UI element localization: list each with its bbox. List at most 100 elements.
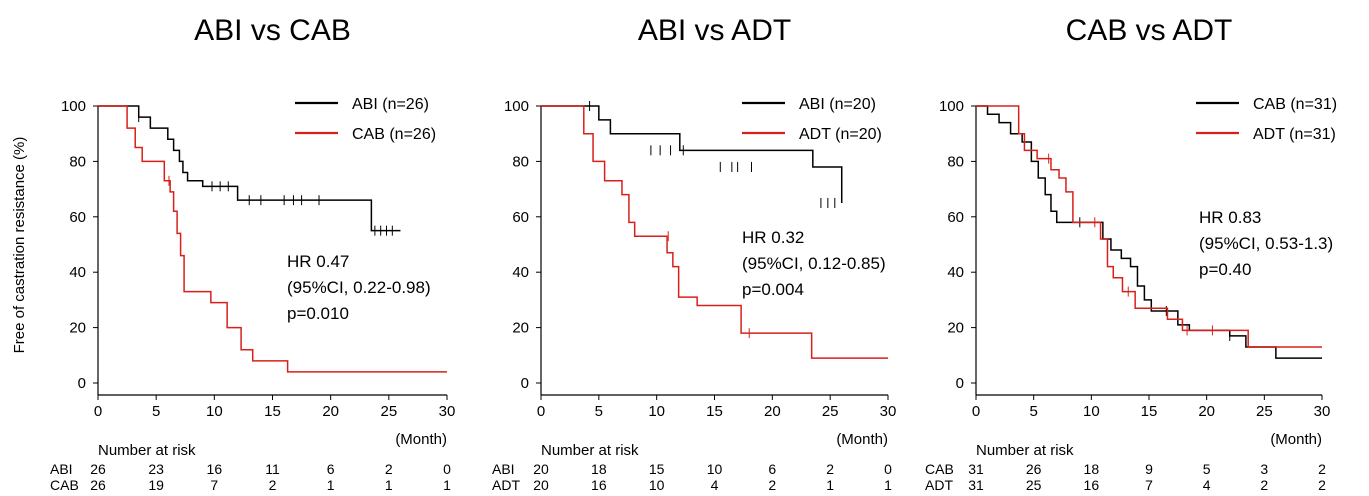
risk-count: 26 [1026,461,1042,477]
risk-count: 0 [884,461,892,477]
risk-count: 25 [1026,477,1042,493]
panel-title: ABI vs CAB [194,14,351,47]
y-tick-label: 100 [939,98,964,115]
x-tick-label: 20 [764,403,781,420]
risk-row-label: CAB [50,477,79,493]
risk-count: 6 [768,461,776,477]
hr-annotation: p=0.004 [742,280,804,299]
panel-title: ABI vs ADT [638,14,791,47]
y-tick-label: 60 [512,209,529,226]
x-tick-label: 20 [1198,403,1215,420]
legend-label: ABI (n=26) [352,96,429,113]
y-tick-label: 0 [78,375,86,392]
x-axis-label: (Month) [395,431,447,448]
risk-row-label: ADT [925,477,953,493]
risk-table-heading: Number at risk [541,442,639,459]
risk-count: 20 [533,461,549,477]
x-tick-label: 25 [822,403,839,420]
risk-count: 11 [265,461,280,477]
risk-row-label: ADT [492,477,520,493]
hr-annotation: (95%CI, 0.22-0.98) [287,278,431,297]
risk-count: 16 [591,477,607,493]
risk-count: 2 [768,477,776,493]
risk-count: 2 [1318,477,1326,493]
risk-count: 2 [269,477,277,493]
km-curve-black [541,105,843,203]
y-axis-label: Free of castration resistance (%) [11,137,28,354]
x-tick-label: 15 [706,403,723,420]
risk-count: 4 [1203,477,1211,493]
km-curve-red [976,105,1322,348]
risk-count: 31 [968,461,984,477]
hr-annotation: HR 0.47 [287,252,349,271]
y-tick-label: 0 [521,375,529,392]
risk-count: 0 [443,461,451,477]
risk-count: 3 [1260,461,1268,477]
y-tick-label: 80 [947,153,964,170]
y-tick-label: 20 [512,320,529,337]
x-tick-label: 10 [1083,403,1100,420]
risk-count: 23 [148,461,164,477]
y-tick-label: 60 [69,209,86,226]
km-curve-black [98,105,401,232]
legend-label: CAB (n=31) [1253,96,1337,113]
hr-annotation: HR 0.83 [1199,208,1261,227]
risk-count: 26 [90,461,106,477]
x-tick-label: 0 [94,403,102,420]
km-curve-red [541,105,888,359]
x-tick-label: 5 [1029,403,1037,420]
x-tick-label: 25 [380,403,397,420]
risk-row-label: ABI [50,461,73,477]
hr-annotation: p=0.40 [1199,260,1251,279]
risk-count: 31 [968,477,984,493]
y-tick-label: 40 [69,264,86,281]
risk-count: 5 [1203,461,1211,477]
risk-count: 2 [1318,461,1326,477]
x-tick-label: 30 [880,403,897,420]
risk-count: 26 [90,477,106,493]
y-tick-label: 40 [512,264,529,281]
risk-count: 18 [591,461,607,477]
hr-annotation: HR 0.32 [742,228,804,247]
risk-count: 1 [327,477,335,493]
y-tick-label: 100 [61,98,86,115]
risk-count: 1 [443,477,451,493]
x-tick-label: 30 [1314,403,1331,420]
hr-annotation: (95%CI, 0.53-1.3) [1199,234,1333,253]
risk-count: 15 [649,461,665,477]
x-axis-label: (Month) [836,431,888,448]
risk-count: 1 [884,477,892,493]
risk-count: 2 [826,461,834,477]
risk-table-heading: Number at risk [976,442,1074,459]
x-tick-label: 10 [206,403,223,420]
y-tick-label: 60 [947,209,964,226]
risk-count: 2 [385,461,393,477]
risk-count: 6 [327,461,335,477]
km-curve-red [98,105,447,373]
x-tick-label: 5 [595,403,603,420]
x-tick-label: 20 [322,403,339,420]
x-tick-label: 0 [537,403,545,420]
y-tick-label: 20 [69,320,86,337]
y-tick-label: 0 [956,375,964,392]
km-curve-black [976,105,1322,359]
risk-count: 7 [210,477,218,493]
risk-count: 19 [148,477,164,493]
risk-count: 1 [385,477,393,493]
risk-count: 10 [707,461,723,477]
x-tick-label: 0 [972,403,980,420]
y-tick-label: 80 [512,153,529,170]
x-tick-label: 15 [264,403,281,420]
risk-count: 20 [533,477,549,493]
legend-label: ADT (n=31) [1253,126,1336,143]
legend-label: ABI (n=20) [799,96,876,113]
x-axis-label: (Month) [1270,431,1322,448]
risk-count: 1 [826,477,834,493]
risk-count: 4 [711,477,719,493]
risk-count: 9 [1145,461,1153,477]
risk-count: 2 [1260,477,1268,493]
